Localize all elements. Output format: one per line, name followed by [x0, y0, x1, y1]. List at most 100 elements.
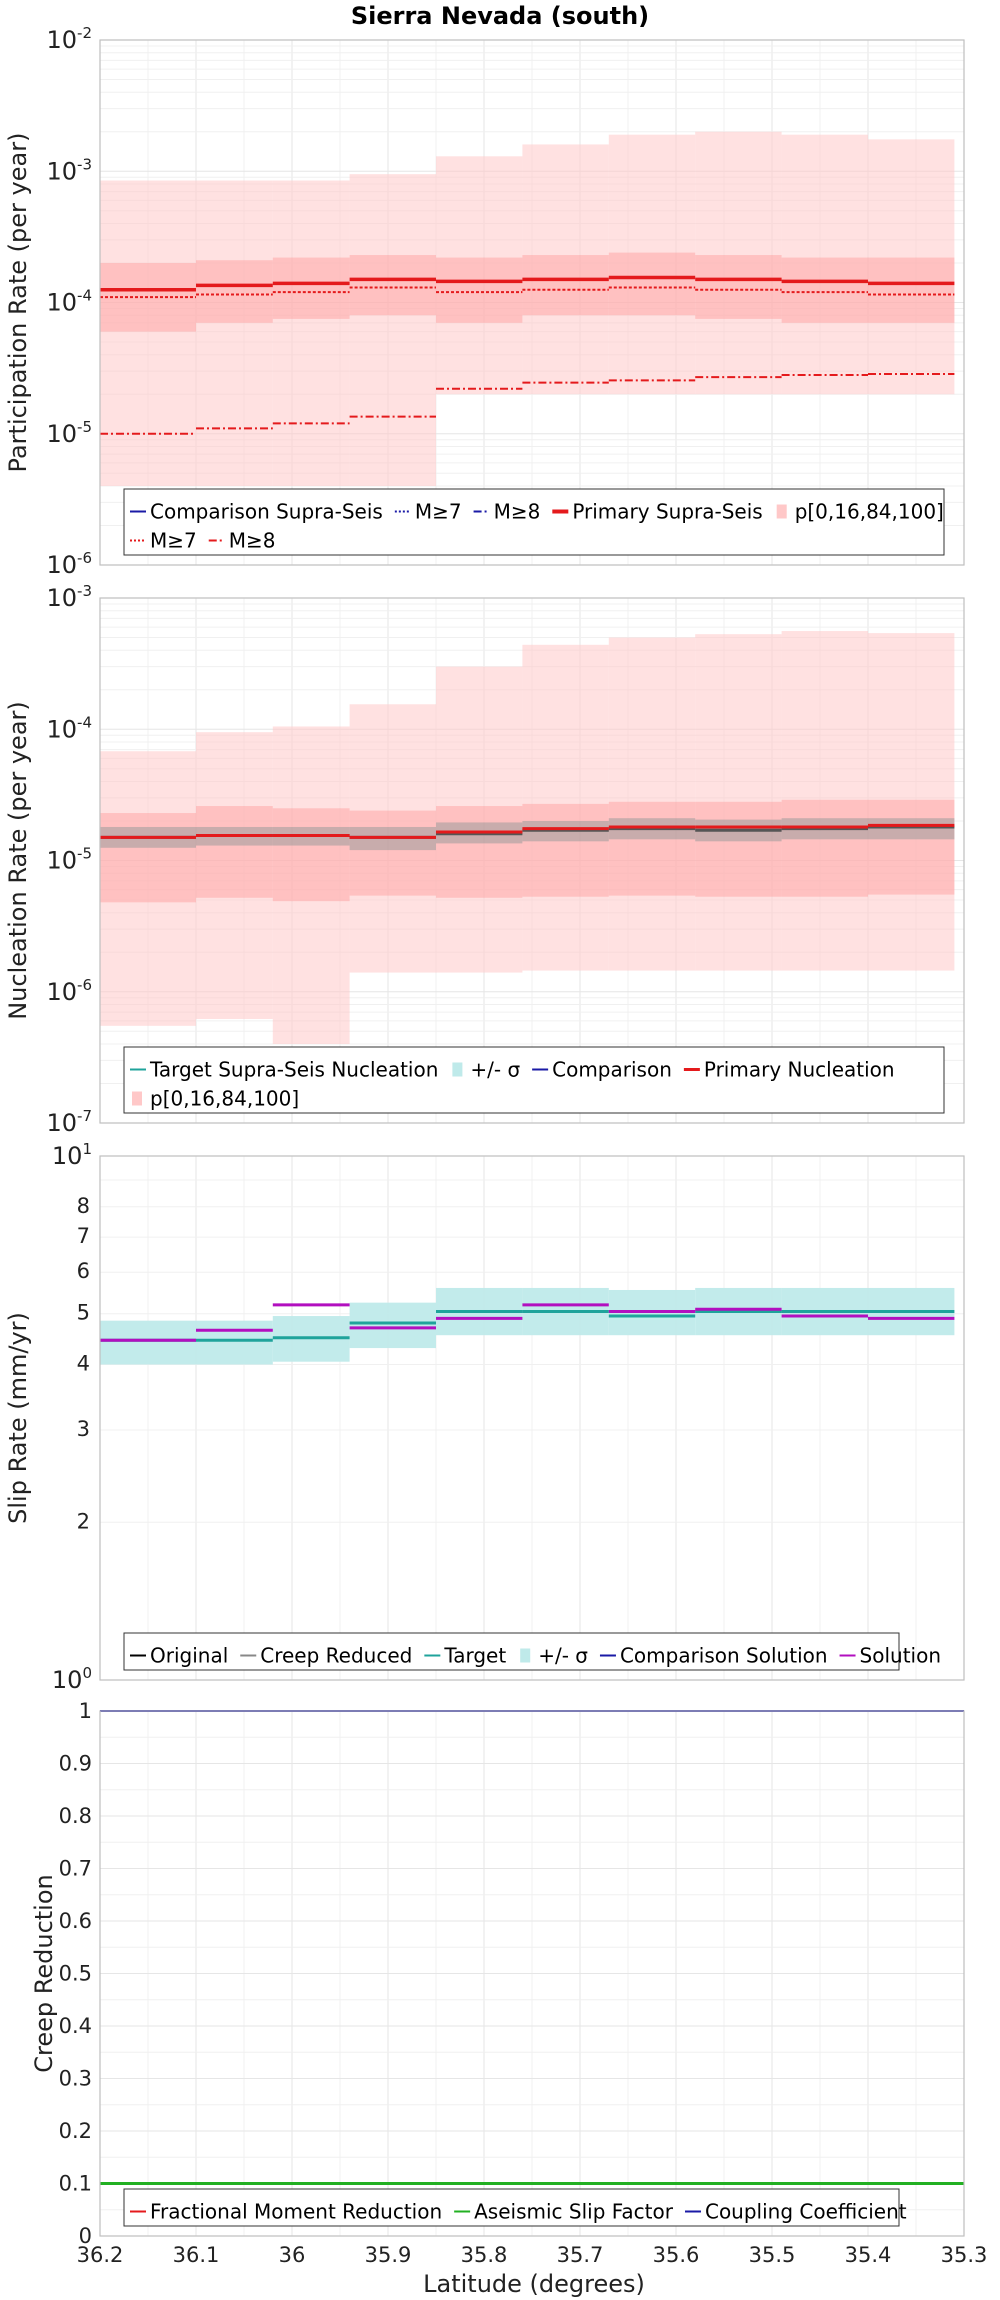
y-axis-label: Slip Rate (mm/yr) — [4, 1312, 32, 1524]
band-inner — [272, 257, 350, 319]
legend-label: Comparison Supra-Seis — [150, 500, 383, 524]
y-tick-label: 10-5 — [46, 845, 92, 875]
band-inner — [436, 806, 523, 898]
y-tick-label: 1 — [79, 1699, 92, 1723]
y-tick-label: 0.1 — [59, 2172, 92, 2196]
band-outer — [608, 134, 696, 395]
band-outer — [781, 631, 868, 971]
y-tick-label: 10-7 — [46, 1107, 92, 1137]
legend-label: Coupling Coefficient — [705, 2200, 907, 2224]
band-inner — [272, 808, 350, 902]
band-inner — [349, 255, 436, 316]
y-minor-tick-label: 2 — [77, 1509, 90, 1533]
band-sigma — [100, 1320, 196, 1365]
figure-title: Sierra Nevada (south) — [351, 2, 649, 30]
band-outer — [522, 644, 609, 971]
plot-frame — [99, 1155, 965, 1681]
band-inner — [100, 813, 196, 903]
legend-label: M≥7 — [150, 529, 197, 553]
y-minor-tick-label: 5 — [77, 1301, 90, 1325]
legend-label: M≥8 — [494, 500, 541, 524]
x-tick-label: 36 — [279, 2243, 306, 2267]
band-inner — [608, 252, 696, 316]
panel-participation: 10-6 10-5 10-4 10-3 10-2 Participation Rate (… — [4, 24, 965, 579]
plot-frame — [99, 39, 965, 566]
band-outer — [436, 666, 523, 973]
y-tick-label: 10-4 — [46, 287, 92, 317]
legend-label: +/- σ — [470, 1058, 520, 1082]
y-axis-label: Nucleation Rate (per year) — [4, 701, 32, 1020]
x-axis: 36.2 36.1 36 35.9 35.8 35.7 35.6 35.5 35.4 35.3 — [77, 2243, 988, 2267]
x-tick-label: 35.4 — [845, 2243, 892, 2267]
band-inner — [522, 803, 609, 897]
band-sigma — [349, 1302, 436, 1349]
y-minor-tick-label: 6 — [77, 1259, 90, 1283]
band-outer — [695, 634, 782, 971]
legend-box — [123, 2188, 900, 2227]
band-outer — [608, 637, 696, 971]
y-tick-label: 100 — [52, 1664, 92, 1694]
legend-swatch — [132, 1091, 142, 1106]
y-tick-label: 0.8 — [59, 1804, 92, 1828]
x-tick-label: 35.3 — [941, 2243, 988, 2267]
band-outer — [868, 633, 955, 971]
plot-frame — [99, 1710, 965, 2237]
y-tick-label: 0.3 — [59, 2067, 92, 2091]
y-tick-label: 101 — [52, 1140, 92, 1170]
legend-label: p[0,16,84,100] — [150, 1087, 299, 1111]
panel-sliprate: 100 101 2 3 4 5 6 7 8 Slip Rate (mm/yr) Original Cr… — [4, 1140, 965, 1694]
legend-label: +/- σ — [538, 1644, 588, 1668]
y-tick-label: 0.7 — [59, 1857, 92, 1881]
legend-label: M≥7 — [415, 500, 462, 524]
band-inner — [868, 257, 955, 323]
x-tick-label: 35.5 — [749, 2243, 796, 2267]
y-tick-label: 10-3 — [46, 155, 92, 185]
legend-box — [123, 1632, 900, 1671]
legend-label: Primary Supra-Seis — [572, 500, 762, 524]
legend-box — [123, 1046, 945, 1114]
y-tick-label: 0.6 — [59, 1909, 92, 1933]
band-sigma — [196, 1320, 273, 1365]
legend-box — [123, 488, 945, 556]
legend-label: p[0,16,84,100] — [795, 500, 944, 524]
y-tick-label: 0.5 — [59, 1962, 92, 1986]
y-axis-label: Creep Reduction — [30, 1874, 58, 2072]
band-inner — [608, 801, 696, 896]
y-tick-label: 10-5 — [46, 418, 92, 448]
panel-nucleation: 10-7 10-6 10-5 10-4 10-3 Nucleation Rate (per… — [4, 582, 965, 1137]
band-inner — [695, 801, 782, 897]
y-minor-tick-label: 7 — [77, 1224, 90, 1248]
band-outer — [196, 732, 273, 1019]
band-inner — [781, 257, 868, 323]
legend-label: Target Supra-Seis Nucleation — [149, 1058, 438, 1082]
y-axis-label: Participation Rate (per year) — [4, 133, 32, 473]
legend-label: Solution — [860, 1644, 941, 1668]
band-inner — [436, 257, 523, 323]
y-tick-label: 10-6 — [46, 976, 92, 1006]
band-outer — [522, 144, 609, 395]
legend-label: M≥8 — [229, 529, 276, 553]
y-minor-tick-label: 3 — [77, 1417, 90, 1441]
band-inner — [695, 255, 782, 319]
x-axis-label: Latitude (degrees) — [423, 2270, 645, 2298]
legend-label: Comparison — [552, 1058, 672, 1082]
band-inner — [522, 255, 609, 316]
legend-swatch — [520, 1648, 531, 1663]
y-tick-label: 0.4 — [59, 2014, 92, 2038]
legend-label: Comparison Solution — [620, 1644, 828, 1668]
y-minor-tick-label: 8 — [77, 1194, 90, 1218]
band-outer — [272, 180, 350, 486]
band-outer — [349, 174, 436, 486]
y-tick-label: 10-6 — [46, 549, 92, 579]
band-outer — [695, 131, 782, 395]
legend-label: Aseismic Slip Factor — [474, 2200, 674, 2224]
legend-swatch — [776, 504, 787, 519]
x-tick-label: 36.2 — [77, 2243, 124, 2267]
band-inner — [196, 806, 273, 898]
y-tick-label: 10-4 — [46, 713, 92, 743]
legend-label: Creep Reduced — [260, 1644, 412, 1668]
band-inner — [868, 799, 955, 895]
y-tick-label: 0.9 — [59, 1752, 92, 1776]
legend-label: Original — [150, 1644, 228, 1668]
